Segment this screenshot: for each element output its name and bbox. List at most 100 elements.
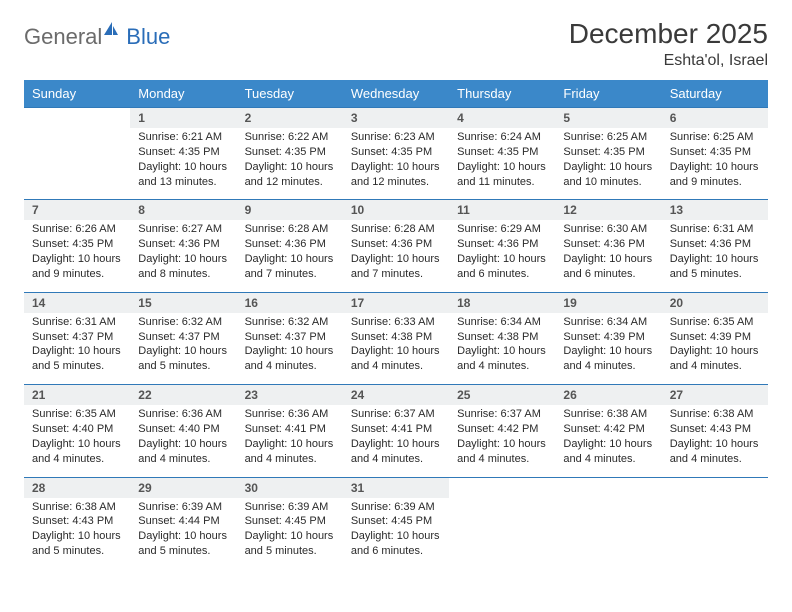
day-number: 15 xyxy=(130,292,236,313)
day-detail: Sunrise: 6:32 AMSunset: 4:37 PMDaylight:… xyxy=(130,313,236,385)
daylight-text: Daylight: 10 hours and 4 minutes. xyxy=(457,437,547,467)
day-number: 23 xyxy=(237,385,343,406)
title-block: December 2025 Eshta'ol, Israel xyxy=(569,18,768,70)
day-number: 4 xyxy=(449,108,555,129)
daylight-text: Daylight: 10 hours and 5 minutes. xyxy=(138,344,228,374)
day-detail: Sunrise: 6:35 AMSunset: 4:39 PMDaylight:… xyxy=(662,313,768,385)
calendar-page: General Blue December 2025 Eshta'ol, Isr… xyxy=(0,0,792,587)
header: General Blue December 2025 Eshta'ol, Isr… xyxy=(24,18,768,70)
day-number: 17 xyxy=(343,292,449,313)
sunrise-text: Sunrise: 6:38 AM xyxy=(563,407,653,422)
sunrise-text: Sunrise: 6:28 AM xyxy=(351,222,441,237)
day-number: 18 xyxy=(449,292,555,313)
sunrise-text: Sunrise: 6:38 AM xyxy=(670,407,760,422)
day-number xyxy=(662,477,768,498)
sunrise-text: Sunrise: 6:32 AM xyxy=(245,315,335,330)
sunrise-text: Sunrise: 6:22 AM xyxy=(245,130,335,145)
daylight-text: Daylight: 10 hours and 6 minutes. xyxy=(457,252,547,282)
day-detail: Sunrise: 6:37 AMSunset: 4:41 PMDaylight:… xyxy=(343,405,449,477)
day-number: 20 xyxy=(662,292,768,313)
sunrise-text: Sunrise: 6:23 AM xyxy=(351,130,441,145)
sunset-text: Sunset: 4:35 PM xyxy=(32,237,122,252)
logo-sail-icon xyxy=(102,20,120,38)
daylight-text: Daylight: 10 hours and 7 minutes. xyxy=(245,252,335,282)
weekday-header: Sunday xyxy=(24,80,130,108)
details-row: Sunrise: 6:26 AMSunset: 4:35 PMDaylight:… xyxy=(24,220,768,292)
day-detail: Sunrise: 6:39 AMSunset: 4:44 PMDaylight:… xyxy=(130,498,236,569)
day-detail: Sunrise: 6:36 AMSunset: 4:41 PMDaylight:… xyxy=(237,405,343,477)
daylight-text: Daylight: 10 hours and 9 minutes. xyxy=(32,252,122,282)
day-number: 14 xyxy=(24,292,130,313)
daylight-text: Daylight: 10 hours and 12 minutes. xyxy=(245,160,335,190)
day-number: 13 xyxy=(662,200,768,221)
daylight-text: Daylight: 10 hours and 4 minutes. xyxy=(138,437,228,467)
daylight-text: Daylight: 10 hours and 4 minutes. xyxy=(32,437,122,467)
sunrise-text: Sunrise: 6:34 AM xyxy=(457,315,547,330)
sunset-text: Sunset: 4:42 PM xyxy=(563,422,653,437)
sunrise-text: Sunrise: 6:37 AM xyxy=(457,407,547,422)
day-number: 16 xyxy=(237,292,343,313)
day-number: 9 xyxy=(237,200,343,221)
day-detail: Sunrise: 6:21 AMSunset: 4:35 PMDaylight:… xyxy=(130,128,236,200)
details-row: Sunrise: 6:21 AMSunset: 4:35 PMDaylight:… xyxy=(24,128,768,200)
day-number: 19 xyxy=(555,292,661,313)
day-detail: Sunrise: 6:39 AMSunset: 4:45 PMDaylight:… xyxy=(237,498,343,569)
sunrise-text: Sunrise: 6:39 AM xyxy=(351,500,441,515)
day-detail: Sunrise: 6:24 AMSunset: 4:35 PMDaylight:… xyxy=(449,128,555,200)
weekday-header: Friday xyxy=(555,80,661,108)
sunset-text: Sunset: 4:36 PM xyxy=(457,237,547,252)
daynum-row: 28293031 xyxy=(24,477,768,498)
daylight-text: Daylight: 10 hours and 5 minutes. xyxy=(32,529,122,559)
sunrise-text: Sunrise: 6:24 AM xyxy=(457,130,547,145)
day-number: 28 xyxy=(24,477,130,498)
sunset-text: Sunset: 4:39 PM xyxy=(563,330,653,345)
daylight-text: Daylight: 10 hours and 4 minutes. xyxy=(351,344,441,374)
sunrise-text: Sunrise: 6:39 AM xyxy=(245,500,335,515)
day-number: 7 xyxy=(24,200,130,221)
page-title: December 2025 xyxy=(569,18,768,50)
daylight-text: Daylight: 10 hours and 11 minutes. xyxy=(457,160,547,190)
daylight-text: Daylight: 10 hours and 10 minutes. xyxy=(563,160,653,190)
sunset-text: Sunset: 4:35 PM xyxy=(245,145,335,160)
sunrise-text: Sunrise: 6:39 AM xyxy=(138,500,228,515)
details-row: Sunrise: 6:31 AMSunset: 4:37 PMDaylight:… xyxy=(24,313,768,385)
day-detail: Sunrise: 6:39 AMSunset: 4:45 PMDaylight:… xyxy=(343,498,449,569)
day-detail: Sunrise: 6:26 AMSunset: 4:35 PMDaylight:… xyxy=(24,220,130,292)
calendar-table: Sunday Monday Tuesday Wednesday Thursday… xyxy=(24,80,768,569)
sunset-text: Sunset: 4:43 PM xyxy=(670,422,760,437)
sunrise-text: Sunrise: 6:37 AM xyxy=(351,407,441,422)
sunrise-text: Sunrise: 6:32 AM xyxy=(138,315,228,330)
day-detail: Sunrise: 6:36 AMSunset: 4:40 PMDaylight:… xyxy=(130,405,236,477)
sunset-text: Sunset: 4:40 PM xyxy=(32,422,122,437)
day-number xyxy=(555,477,661,498)
day-number: 26 xyxy=(555,385,661,406)
day-number: 22 xyxy=(130,385,236,406)
daylight-text: Daylight: 10 hours and 5 minutes. xyxy=(32,344,122,374)
weekday-header-row: Sunday Monday Tuesday Wednesday Thursday… xyxy=(24,80,768,108)
sunrise-text: Sunrise: 6:30 AM xyxy=(563,222,653,237)
day-detail: Sunrise: 6:33 AMSunset: 4:38 PMDaylight:… xyxy=(343,313,449,385)
day-detail: Sunrise: 6:31 AMSunset: 4:36 PMDaylight:… xyxy=(662,220,768,292)
sunrise-text: Sunrise: 6:38 AM xyxy=(32,500,122,515)
daylight-text: Daylight: 10 hours and 12 minutes. xyxy=(351,160,441,190)
sunset-text: Sunset: 4:37 PM xyxy=(138,330,228,345)
location: Eshta'ol, Israel xyxy=(569,52,768,70)
sunset-text: Sunset: 4:36 PM xyxy=(563,237,653,252)
day-detail: Sunrise: 6:31 AMSunset: 4:37 PMDaylight:… xyxy=(24,313,130,385)
day-detail: Sunrise: 6:28 AMSunset: 4:36 PMDaylight:… xyxy=(343,220,449,292)
day-detail: Sunrise: 6:23 AMSunset: 4:35 PMDaylight:… xyxy=(343,128,449,200)
day-number: 3 xyxy=(343,108,449,129)
sunrise-text: Sunrise: 6:31 AM xyxy=(670,222,760,237)
sunset-text: Sunset: 4:44 PM xyxy=(138,514,228,529)
daylight-text: Daylight: 10 hours and 4 minutes. xyxy=(563,344,653,374)
daylight-text: Daylight: 10 hours and 13 minutes. xyxy=(138,160,228,190)
daylight-text: Daylight: 10 hours and 5 minutes. xyxy=(245,529,335,559)
sunrise-text: Sunrise: 6:36 AM xyxy=(245,407,335,422)
sunrise-text: Sunrise: 6:28 AM xyxy=(245,222,335,237)
day-detail: Sunrise: 6:38 AMSunset: 4:43 PMDaylight:… xyxy=(24,498,130,569)
sunset-text: Sunset: 4:38 PM xyxy=(457,330,547,345)
day-detail: Sunrise: 6:29 AMSunset: 4:36 PMDaylight:… xyxy=(449,220,555,292)
day-detail xyxy=(555,498,661,569)
sunset-text: Sunset: 4:39 PM xyxy=(670,330,760,345)
day-number: 10 xyxy=(343,200,449,221)
